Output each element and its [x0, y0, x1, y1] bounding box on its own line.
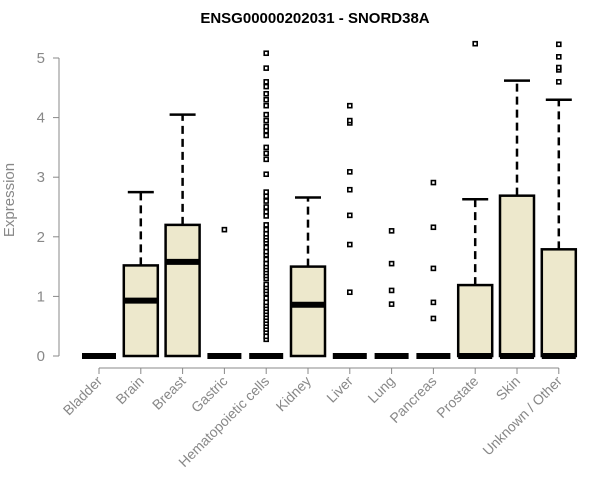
outlier-point: [263, 50, 270, 57]
x-tick-label: Bladder: [60, 373, 106, 419]
outlier-point: [430, 299, 437, 306]
outlier-point: [555, 41, 562, 48]
outlier-point: [430, 179, 437, 186]
outlier-point: [472, 40, 479, 47]
outlier-point: [430, 265, 437, 272]
boxes: [82, 40, 578, 359]
outlier-point: [263, 79, 270, 85]
outlier-point: [388, 301, 395, 307]
y-tick-label: 3: [37, 169, 45, 186]
outlier-point: [263, 295, 270, 301]
outlier-point: [263, 123, 270, 130]
outlier-point: [263, 96, 270, 103]
outlier-point: [263, 226, 270, 233]
outlier-point: [263, 102, 270, 109]
x-tick-label: Brain: [112, 373, 146, 407]
outlier-point: [388, 260, 395, 267]
outlier-point: [263, 83, 270, 90]
x-tick-label: Unknown / Other: [479, 373, 565, 459]
outlier-point: [555, 64, 562, 71]
x-tick-label: Prostate: [433, 373, 481, 421]
y-axis-label: Expression: [1, 163, 18, 237]
outlier-point: [346, 117, 353, 124]
box-lung: [374, 228, 409, 359]
x-tick-label: Skin: [493, 373, 524, 404]
outlier-point: [388, 287, 395, 294]
x-tick-label: Lung: [364, 373, 397, 406]
outlier-point: [263, 90, 270, 97]
outlier-point: [555, 79, 562, 85]
outlier-point: [555, 54, 562, 60]
outlier-point: [221, 226, 228, 233]
outlier-point: [263, 189, 270, 195]
x-tick-label: Liver: [323, 373, 356, 406]
x-tick-label: Kidney: [273, 373, 315, 415]
outlier-point: [346, 102, 353, 109]
outlier-point: [263, 198, 270, 204]
outlier-point: [263, 132, 270, 139]
box-body: [122, 264, 160, 358]
box-body: [164, 223, 201, 358]
box-body: [540, 248, 578, 358]
outlier-point: [346, 212, 353, 219]
outlier-point: [263, 256, 270, 263]
outlier-point: [346, 169, 353, 175]
box-brain: [122, 190, 160, 358]
y-axis: 0 1 2 3 4 5: [37, 50, 60, 365]
outlier-point: [263, 222, 270, 228]
box-gastric: [207, 226, 242, 359]
box-kidney: [289, 196, 327, 358]
box-pancreas: [416, 179, 451, 359]
outlier-point: [263, 171, 270, 178]
outlier-point: [263, 117, 270, 124]
y-tick-label: 5: [37, 50, 45, 67]
outlier-point: [263, 144, 270, 151]
outlier-point: [430, 315, 437, 322]
y-tick-label: 2: [37, 229, 45, 246]
y-tick-label: 0: [37, 348, 45, 365]
box-skin: [498, 79, 536, 359]
outlier-point: [263, 65, 270, 71]
box-body: [498, 194, 536, 358]
outlier-point: [263, 208, 270, 215]
outlier-point: [263, 281, 270, 288]
outlier-point: [263, 156, 270, 163]
outlier-point: [388, 228, 395, 234]
outlier-point: [263, 150, 270, 157]
box-body: [289, 265, 327, 358]
chart-title: ENSG00000202031 - SNORD38A: [200, 10, 429, 27]
outlier-point: [346, 186, 353, 193]
box-hematopoietic-cells: [249, 50, 284, 359]
box-liver: [332, 102, 367, 359]
y-tick-label: 4: [37, 110, 45, 127]
outlier-point: [346, 289, 353, 296]
box-unknown-other: [540, 41, 578, 359]
outlier-point: [430, 224, 437, 231]
outlier-point: [263, 244, 270, 251]
outlier-point: [346, 241, 353, 248]
y-tick-label: 1: [37, 288, 45, 305]
x-tick-label: Breast: [149, 373, 189, 413]
box-prostate: [456, 40, 494, 359]
outlier-point: [263, 204, 270, 210]
box-body: [456, 283, 494, 358]
box-breast: [164, 113, 201, 358]
outlier-point: [263, 111, 270, 118]
